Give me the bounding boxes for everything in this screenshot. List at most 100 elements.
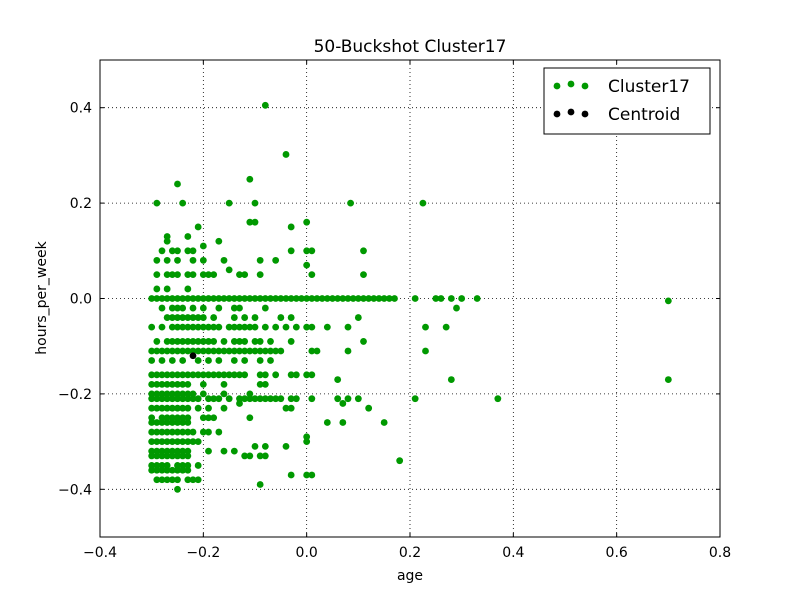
cluster17-point bbox=[168, 380, 176, 388]
cluster17-point bbox=[189, 347, 197, 355]
cluster17-point bbox=[220, 256, 228, 264]
cluster17-point bbox=[168, 357, 176, 364]
cluster17-point bbox=[153, 404, 161, 412]
cluster17-point bbox=[256, 295, 264, 302]
cluster17-point bbox=[153, 428, 161, 436]
cluster17-point bbox=[220, 338, 228, 345]
cluster17-point bbox=[174, 247, 181, 255]
y-tick-label: −0.2 bbox=[58, 387, 92, 403]
cluster17-point bbox=[308, 295, 316, 302]
cluster17-point bbox=[339, 419, 347, 426]
cluster17-point bbox=[168, 428, 176, 436]
cluster17-point bbox=[282, 151, 290, 158]
cluster17-point bbox=[189, 390, 197, 398]
cluster17-point bbox=[194, 323, 202, 331]
cluster17-point bbox=[375, 295, 383, 302]
cluster17-point bbox=[339, 295, 347, 302]
cluster17-point bbox=[272, 295, 280, 302]
cluster17-point bbox=[163, 447, 171, 455]
cluster17-point bbox=[215, 428, 223, 436]
cluster17-point bbox=[422, 323, 429, 331]
cluster17-point bbox=[298, 295, 305, 302]
cluster17-point bbox=[256, 357, 264, 364]
legend-label: Centroid bbox=[608, 105, 680, 125]
cluster17-point bbox=[168, 414, 176, 422]
cluster17-point bbox=[272, 371, 280, 379]
cluster17-point bbox=[246, 175, 254, 183]
cluster17-point bbox=[230, 347, 238, 355]
cluster17-point bbox=[148, 414, 156, 422]
cluster17-point bbox=[215, 395, 223, 403]
legend-marker bbox=[581, 110, 589, 118]
cluster17-point bbox=[313, 347, 321, 355]
cluster17-point bbox=[174, 390, 181, 398]
cluster17-point bbox=[241, 395, 249, 403]
cluster17-point bbox=[168, 247, 176, 255]
cluster17-point bbox=[210, 271, 218, 279]
cluster17-point bbox=[251, 199, 259, 207]
cluster17-point bbox=[277, 395, 285, 403]
cluster17-point bbox=[168, 271, 176, 279]
cluster17-point bbox=[241, 347, 249, 355]
cluster17-point bbox=[163, 371, 171, 379]
cluster17-point bbox=[184, 395, 192, 403]
cluster17-point bbox=[153, 371, 161, 379]
cluster17-point bbox=[256, 481, 264, 488]
cluster17-point bbox=[365, 404, 373, 412]
cluster17-point bbox=[158, 347, 166, 355]
cluster17-point bbox=[174, 271, 181, 279]
cluster17-point bbox=[256, 452, 264, 460]
cluster17-point bbox=[261, 371, 269, 379]
cluster17-point bbox=[148, 452, 156, 460]
cluster17-point bbox=[168, 404, 176, 412]
cluster17-point bbox=[194, 476, 202, 484]
axis-ticks: −0.4 −0.2 0.0 0.2 0.4 0.6 0.8 −0.4 −0.2 0.0 0.2 0.4 bbox=[58, 60, 731, 561]
cluster17-point bbox=[174, 462, 181, 469]
legend-box bbox=[543, 67, 711, 135]
cluster17-point bbox=[236, 371, 243, 379]
cluster17-point bbox=[391, 295, 398, 302]
cluster17-point bbox=[153, 295, 161, 302]
cluster17-point bbox=[282, 323, 290, 331]
cluster17-point bbox=[194, 338, 202, 345]
cluster17-point bbox=[205, 371, 212, 379]
cluster17-point bbox=[215, 357, 223, 364]
cluster17-point bbox=[473, 295, 481, 302]
cluster17-point bbox=[360, 338, 367, 345]
cluster17-point bbox=[267, 347, 274, 355]
cluster17-point bbox=[447, 295, 455, 302]
cluster17-point bbox=[236, 395, 243, 403]
cluster17-point bbox=[323, 295, 331, 302]
cluster17-point bbox=[194, 295, 202, 302]
cluster17-point bbox=[230, 323, 238, 331]
cluster17-point bbox=[256, 371, 264, 379]
cluster17-point bbox=[210, 295, 218, 302]
cluster17-point bbox=[184, 314, 192, 321]
cluster17-point bbox=[246, 395, 254, 403]
cluster17-point bbox=[194, 371, 202, 379]
cluster17-point bbox=[174, 404, 181, 412]
cluster17-point bbox=[292, 295, 300, 302]
legend-marker bbox=[553, 110, 561, 118]
legend-marker bbox=[567, 108, 575, 116]
cluster17-point bbox=[168, 438, 176, 445]
cluster17-point bbox=[184, 247, 192, 255]
cluster17-point bbox=[148, 380, 156, 388]
cluster17-point bbox=[442, 323, 450, 331]
cluster17-point bbox=[158, 380, 166, 388]
cluster17-point bbox=[179, 380, 187, 388]
cluster17-point bbox=[179, 438, 187, 445]
cluster17-point bbox=[251, 347, 259, 355]
cluster17-point bbox=[168, 323, 176, 331]
cluster17-point bbox=[179, 447, 187, 455]
cluster17-point bbox=[308, 395, 316, 403]
cluster17-point bbox=[308, 371, 316, 379]
cluster17-point bbox=[179, 419, 187, 426]
cluster17-point bbox=[282, 404, 290, 412]
cluster17-point bbox=[323, 323, 331, 331]
cluster17-point bbox=[205, 395, 212, 403]
cluster17-point bbox=[282, 442, 290, 450]
cluster17-point bbox=[246, 390, 254, 398]
cluster17-point bbox=[153, 466, 161, 474]
